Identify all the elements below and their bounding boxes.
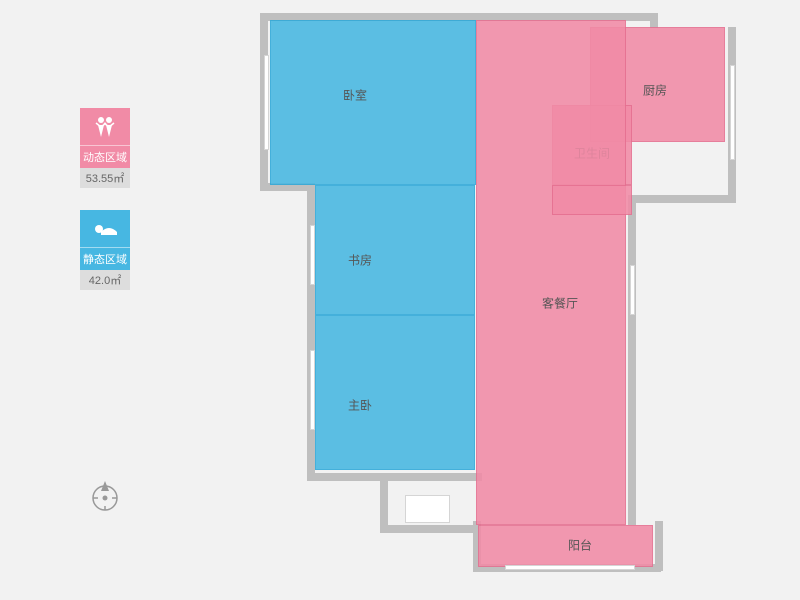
room-主卧 (315, 315, 475, 470)
room-extra (552, 185, 632, 215)
window (264, 55, 269, 150)
legend-dynamic-value: 53.55㎡ (80, 168, 130, 188)
room-卧室 (270, 20, 476, 185)
room-客餐厅 (476, 20, 626, 525)
room-label: 主卧 (348, 397, 372, 414)
window (630, 265, 635, 315)
legend-static: 静态区域 42.0㎡ (75, 210, 135, 290)
wall (650, 13, 658, 28)
room-label: 客餐厅 (542, 295, 578, 312)
wall (628, 195, 736, 203)
window (730, 65, 735, 160)
wall (380, 525, 478, 533)
wall (628, 195, 636, 525)
legend-dynamic: 动态区域 53.55㎡ (75, 108, 135, 188)
window (405, 495, 450, 523)
compass-icon (90, 479, 120, 518)
sleep-icon (80, 210, 130, 248)
window (310, 350, 315, 430)
wall (307, 473, 482, 481)
people-icon (80, 108, 130, 146)
room-阳台 (478, 525, 653, 567)
room-书房 (315, 185, 475, 315)
legend-static-value: 42.0㎡ (80, 270, 130, 290)
legend-static-label: 静态区域 (80, 248, 130, 270)
window (505, 565, 635, 570)
room-label: 书房 (348, 252, 372, 269)
legend-dynamic-label: 动态区域 (80, 146, 130, 168)
room-label: 卧室 (343, 87, 367, 104)
room-label: 厨房 (643, 82, 667, 99)
legend: 动态区域 53.55㎡ 静态区域 42.0㎡ (75, 108, 135, 312)
room-label: 阳台 (568, 537, 592, 554)
window (310, 225, 315, 285)
wall (380, 473, 388, 533)
floor-plan: 卧室书房主卧厨房卫生间客餐厅阳台 (260, 5, 735, 585)
